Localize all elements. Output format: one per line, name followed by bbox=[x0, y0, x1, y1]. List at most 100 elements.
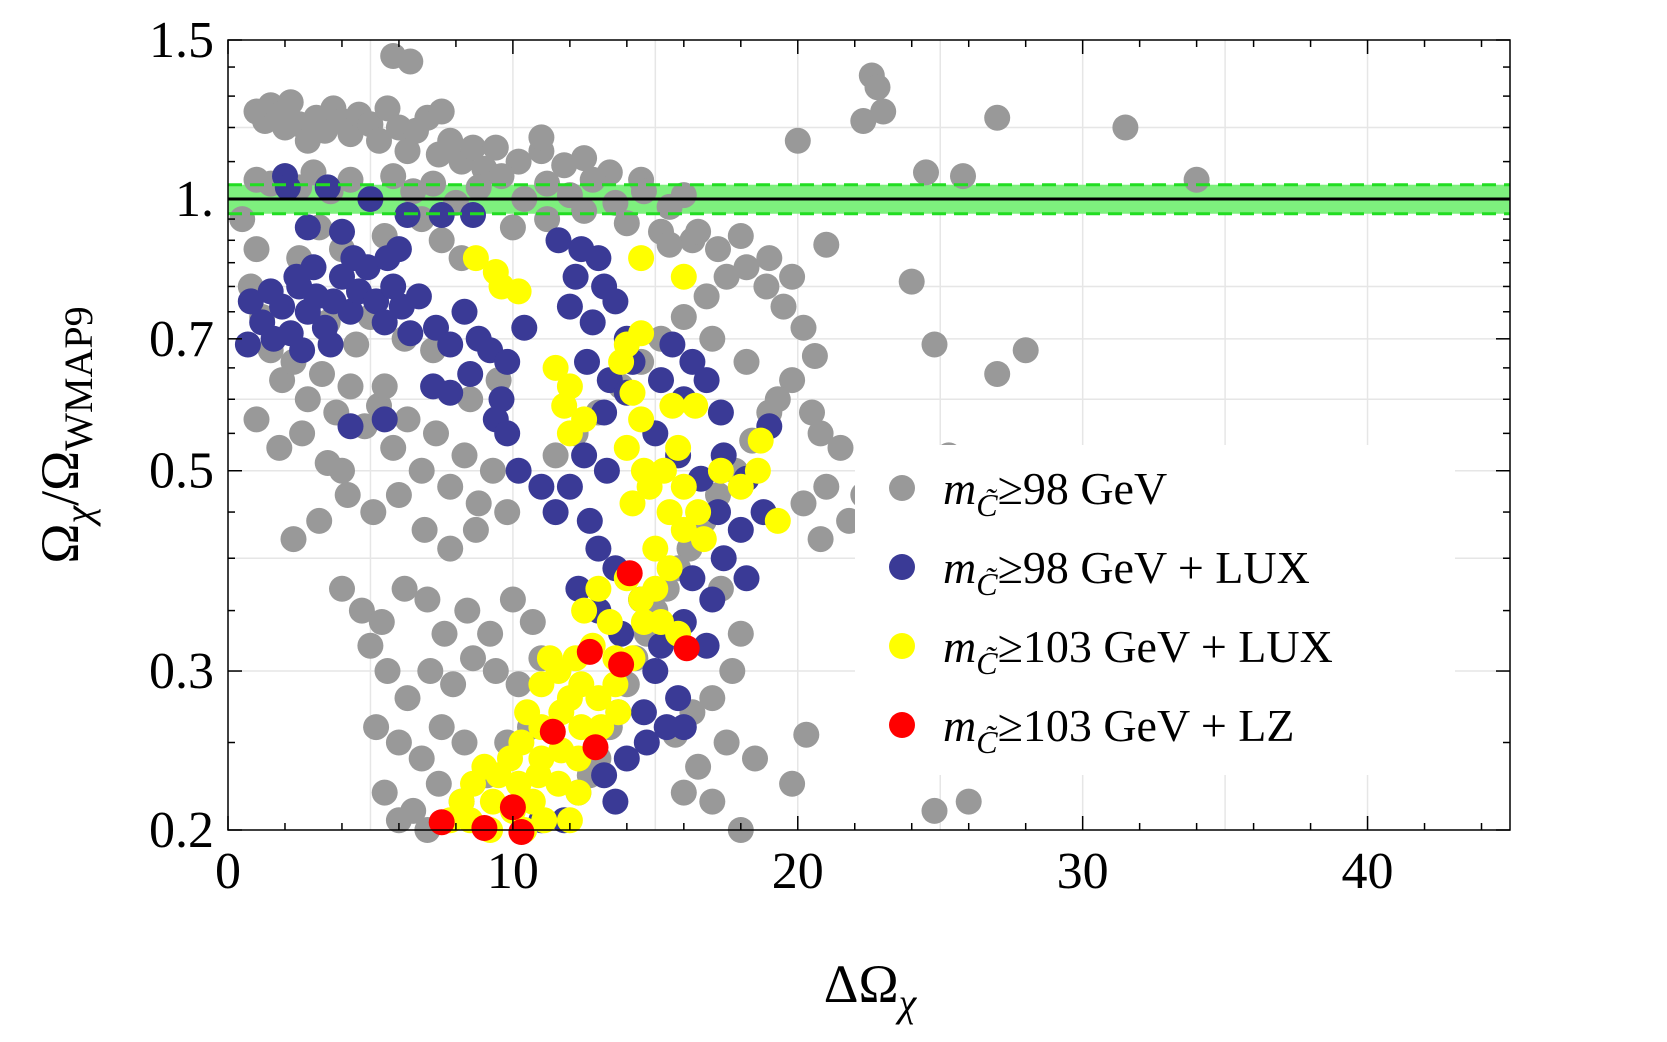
data-point-series-2 bbox=[494, 420, 521, 447]
y-axis-title: Ωχ/ΩWMAP9 bbox=[30, 306, 101, 563]
data-point-series-3 bbox=[690, 526, 717, 553]
data-point-series-1 bbox=[482, 134, 509, 161]
data-point-series-2 bbox=[289, 337, 316, 364]
data-point-series-2 bbox=[337, 413, 364, 440]
data-point-series-3 bbox=[505, 770, 532, 797]
data-point-series-1 bbox=[756, 245, 783, 272]
legend-label-3: mC̃≥103 GeV + LUX bbox=[943, 621, 1333, 681]
data-point-series-1 bbox=[479, 457, 506, 484]
data-point-series-4 bbox=[499, 794, 526, 821]
x-tick-label: 30 bbox=[1057, 843, 1109, 900]
data-point-series-1 bbox=[1112, 114, 1139, 141]
data-point-series-1 bbox=[371, 779, 398, 806]
data-point-series-2 bbox=[565, 575, 592, 602]
data-point-series-2 bbox=[576, 507, 603, 534]
data-point-series-4 bbox=[471, 815, 498, 841]
data-point-series-3 bbox=[519, 788, 546, 815]
data-point-series-1 bbox=[329, 575, 355, 602]
data-point-series-1 bbox=[699, 685, 726, 712]
data-point-series-1 bbox=[277, 89, 304, 116]
data-point-series-1 bbox=[437, 127, 464, 154]
data-point-series-3 bbox=[670, 263, 697, 290]
data-point-series-3 bbox=[747, 427, 774, 454]
data-point-series-3 bbox=[744, 457, 771, 484]
data-point-series-4 bbox=[428, 809, 455, 836]
data-point-series-1 bbox=[363, 714, 390, 741]
data-point-series-1 bbox=[733, 348, 760, 375]
data-point-series-1 bbox=[440, 671, 467, 698]
data-point-series-1 bbox=[374, 658, 401, 684]
data-point-series-1 bbox=[1012, 337, 1039, 364]
data-point-series-1 bbox=[462, 516, 489, 543]
legend-marker-4 bbox=[889, 712, 915, 738]
data-point-series-1 bbox=[460, 645, 486, 672]
data-point-series-1 bbox=[528, 124, 555, 151]
y-tick-label: 0.5 bbox=[149, 443, 214, 500]
data-point-series-1 bbox=[779, 770, 806, 797]
x-tick-label: 20 bbox=[772, 843, 824, 900]
data-point-series-1 bbox=[784, 127, 811, 154]
data-point-series-3 bbox=[619, 490, 646, 517]
data-point-series-1 bbox=[571, 197, 598, 224]
data-point-series-2 bbox=[269, 293, 296, 320]
data-point-series-1 bbox=[764, 386, 791, 413]
data-point-series-2 bbox=[585, 535, 612, 562]
data-point-series-3 bbox=[556, 807, 583, 834]
data-point-series-1 bbox=[499, 214, 526, 241]
data-point-series-1 bbox=[984, 104, 1011, 131]
data-point-series-2 bbox=[274, 174, 301, 201]
data-point-series-1 bbox=[790, 314, 817, 341]
data-point-series-1 bbox=[428, 227, 455, 254]
data-point-series-2 bbox=[457, 361, 484, 387]
data-point-series-2 bbox=[693, 632, 720, 659]
data-point-series-1 bbox=[955, 788, 982, 815]
axis-ticks: 0 10 20 30 40 0.2 0.3 0.5 0.7 1. 1.5 bbox=[149, 12, 1510, 900]
data-point-series-1 bbox=[670, 304, 697, 330]
data-point-series-1 bbox=[411, 516, 438, 543]
data-point-series-3 bbox=[656, 555, 683, 582]
data-point-series-2 bbox=[602, 288, 629, 315]
data-point-series-1 bbox=[705, 236, 731, 263]
data-point-series-1 bbox=[494, 499, 521, 526]
data-point-series-2 bbox=[679, 565, 706, 592]
data-point-series-2 bbox=[591, 762, 618, 789]
data-point-series-1 bbox=[799, 399, 825, 426]
data-point-series-4 bbox=[508, 819, 535, 845]
data-point-series-4 bbox=[582, 734, 609, 761]
data-point-series-1 bbox=[482, 658, 509, 684]
data-point-series-2 bbox=[505, 457, 532, 484]
data-point-series-3 bbox=[602, 671, 629, 698]
data-point-series-4 bbox=[539, 718, 566, 745]
data-point-series-3 bbox=[656, 499, 683, 526]
legend-marker-3 bbox=[889, 633, 915, 659]
data-point-series-1 bbox=[306, 507, 333, 534]
data-point-series-1 bbox=[357, 632, 384, 659]
data-point-series-2 bbox=[397, 320, 424, 347]
data-point-series-2 bbox=[542, 499, 569, 526]
legend-marker-1 bbox=[889, 475, 915, 501]
data-point-series-2 bbox=[693, 367, 720, 394]
data-point-series-1 bbox=[807, 526, 834, 553]
data-point-series-1 bbox=[685, 753, 712, 780]
data-point-series-3 bbox=[571, 597, 598, 624]
data-point-series-3 bbox=[665, 434, 692, 461]
data-point-series-1 bbox=[294, 386, 321, 413]
data-point-series-2 bbox=[705, 499, 731, 526]
data-point-series-3 bbox=[642, 535, 669, 562]
data-point-series-1 bbox=[371, 373, 398, 400]
data-point-series-3 bbox=[542, 354, 569, 381]
data-point-series-2 bbox=[437, 331, 464, 358]
data-point-series-1 bbox=[454, 597, 481, 624]
data-point-series-1 bbox=[437, 473, 464, 500]
data-point-series-3 bbox=[588, 714, 615, 741]
data-point-series-3 bbox=[545, 770, 572, 797]
data-point-series-2 bbox=[679, 348, 706, 375]
data-point-series-3 bbox=[608, 348, 635, 375]
data-point-series-3 bbox=[505, 278, 532, 305]
data-point-series-1 bbox=[457, 386, 484, 413]
data-point-series-1 bbox=[807, 420, 834, 447]
data-point-series-1 bbox=[870, 98, 897, 125]
data-point-series-1 bbox=[394, 138, 421, 165]
data-point-series-1 bbox=[499, 586, 526, 613]
